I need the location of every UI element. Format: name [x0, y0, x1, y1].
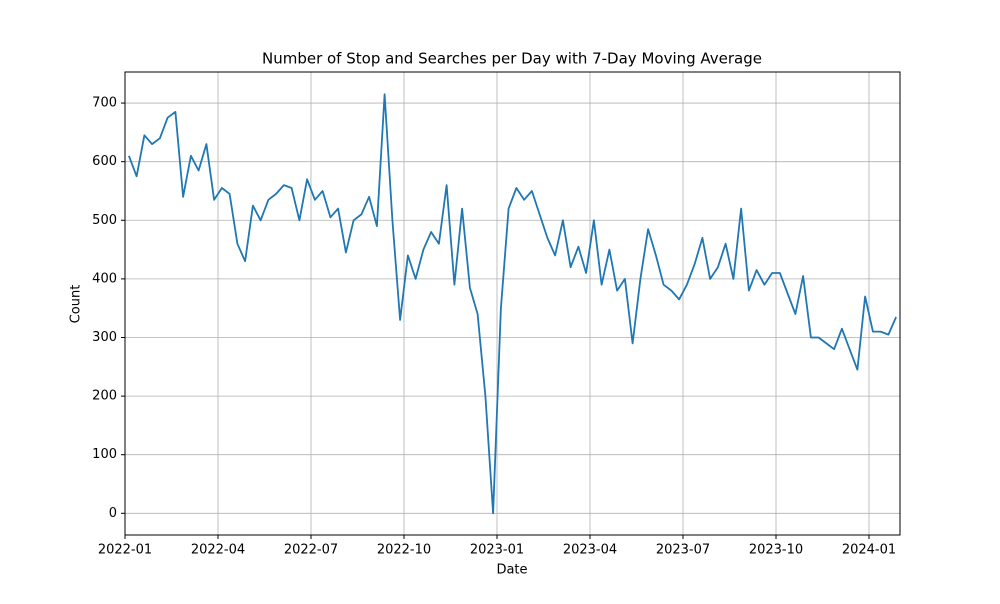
x-tick-label: 2022-10: [377, 543, 431, 558]
y-tick-label: 500: [92, 213, 117, 228]
y-tick-label: 600: [92, 154, 117, 169]
x-tick-label: 2023-07: [656, 543, 710, 558]
y-tick-label: 400: [92, 271, 117, 286]
data-line: [128, 93, 897, 515]
x-tick-label: 2024-01: [842, 543, 896, 558]
y-tick-label: 100: [92, 447, 117, 462]
x-tick-label: 2022-07: [284, 543, 338, 558]
y-axis-label: Count: [69, 285, 84, 324]
y-tick-label: 0: [109, 506, 117, 521]
y-tick-label: 700: [92, 96, 117, 111]
y-tick-label: 200: [92, 389, 117, 404]
x-tick-label: 2023-01: [470, 543, 524, 558]
x-tick-label: 2022-01: [98, 543, 152, 558]
x-tick-label: 2023-04: [563, 543, 617, 558]
chart-title: Number of Stop and Searches per Day with…: [262, 50, 762, 68]
x-tick-label: 2023-10: [749, 543, 803, 558]
plot-frame: [124, 71, 901, 536]
x-axis-label: Date: [496, 563, 527, 578]
y-tick-label: 300: [92, 330, 117, 345]
x-tick-label: 2022-04: [191, 543, 245, 558]
